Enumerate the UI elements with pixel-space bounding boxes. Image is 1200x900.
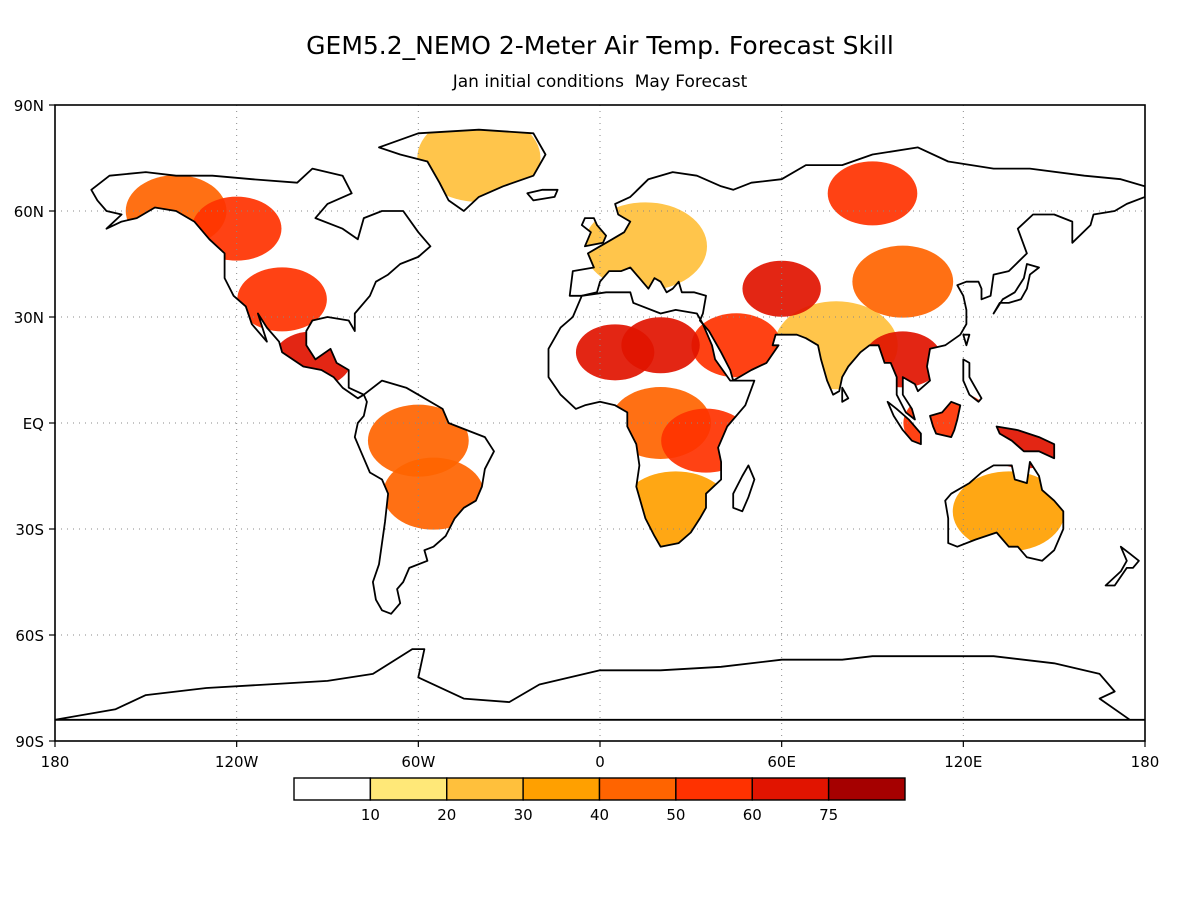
- lat-tick-label: 90S: [15, 733, 44, 751]
- skill-region: [661, 408, 751, 473]
- coastline-north-america: [90, 167, 432, 400]
- skill-shading-layer: [125, 129, 1065, 552]
- coastline-madagascar: [732, 464, 756, 513]
- coastline-borneo: [929, 400, 962, 439]
- chart-title: GEM5.2_NEMO 2-Meter Air Temp. Forecast S…: [306, 31, 894, 60]
- colorbar-label: 50: [666, 806, 685, 824]
- colorbar-label: 75: [819, 806, 838, 824]
- lat-tick-label: 60S: [15, 627, 44, 645]
- coastline-sumatra: [886, 400, 922, 446]
- lon-tick-label: 180: [41, 753, 70, 771]
- coastline-philippines: [962, 358, 983, 403]
- longitude-tick-labels: 180 120W 60W 0 60E 120E 180: [41, 741, 1160, 771]
- skill-region: [952, 471, 1065, 552]
- coastline-australia: [944, 460, 1065, 562]
- coastline-japan: [992, 263, 1040, 315]
- colorbar-label: 60: [743, 806, 762, 824]
- colorbar-swatch: [293, 777, 372, 801]
- colorbar-label: 20: [437, 806, 456, 824]
- coastline-britain: [580, 217, 607, 248]
- skill-regions: [125, 129, 1065, 552]
- colorbar-swatch: [827, 777, 906, 801]
- colorbar-swatch: [751, 777, 830, 801]
- skill-region: [191, 196, 282, 261]
- lat-tick-label: 90N: [14, 97, 44, 115]
- colorbar: 10 20 30 40 50 60 75: [293, 777, 906, 824]
- coastline-iceland: [526, 188, 559, 202]
- coastline-africa: [547, 291, 756, 548]
- colorbar-label: 40: [590, 806, 609, 824]
- colorbar-swatch: [446, 777, 524, 801]
- skill-region: [621, 317, 700, 374]
- skill-region: [742, 260, 821, 317]
- coastline-south-america: [353, 379, 495, 615]
- coastline-taiwan: [962, 333, 971, 347]
- lon-tick-label: 120W: [215, 753, 259, 771]
- skill-region: [984, 412, 1064, 469]
- skill-region: [827, 161, 918, 226]
- skill-region: [273, 331, 352, 388]
- skill-region: [852, 245, 954, 318]
- skill-region: [583, 202, 708, 291]
- latitude-tick-labels: 90N 60N 30N EQ 30S 60S 90S: [14, 97, 55, 751]
- skill-region: [691, 313, 782, 378]
- coastline-sri-lanka: [841, 386, 850, 403]
- lat-tick-label: 30S: [15, 521, 44, 539]
- lon-tick-label: 180: [1131, 753, 1160, 771]
- coastline-greenland: [378, 128, 547, 212]
- coastlines: [55, 128, 1145, 721]
- skill-region: [383, 457, 484, 530]
- lon-tick-label: 0: [595, 753, 605, 771]
- colorbar-swatch: [598, 777, 677, 801]
- coastline-antarctica: [55, 648, 1145, 721]
- lat-tick-label: EQ: [23, 415, 44, 433]
- lon-tick-label: 120E: [944, 753, 982, 771]
- colorbar-label: 10: [361, 806, 380, 824]
- coastline-new-zealand: [1104, 545, 1140, 587]
- lat-tick-label: 30N: [14, 309, 44, 327]
- colorbar-label: 30: [514, 806, 533, 824]
- colorbar-swatch: [522, 777, 601, 801]
- chart-subtitle: Jan initial conditions May Forecast: [452, 72, 748, 92]
- skill-region: [417, 129, 541, 202]
- coastline-eurasia: [568, 146, 1145, 421]
- lon-tick-label: 60E: [767, 753, 796, 771]
- colorbar-swatch: [675, 777, 753, 801]
- graticule: [55, 105, 1145, 741]
- lat-tick-label: 60N: [14, 203, 44, 221]
- lon-tick-label: 60W: [401, 753, 435, 771]
- coastline-new-guinea: [995, 425, 1056, 460]
- colorbar-swatch: [369, 777, 448, 801]
